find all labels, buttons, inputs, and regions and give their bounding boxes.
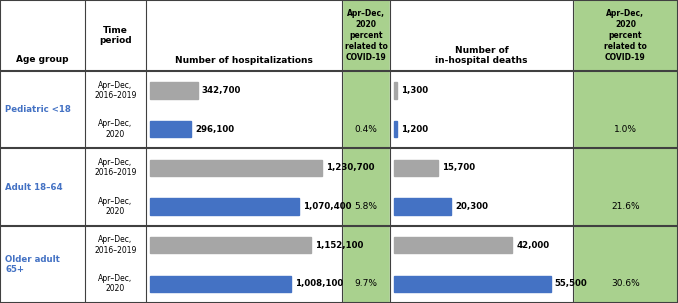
Bar bbox=[394, 121, 397, 137]
Bar bbox=[390, 0, 573, 303]
Bar bbox=[150, 160, 321, 176]
Text: Older adult
65+: Older adult 65+ bbox=[5, 255, 60, 274]
Text: 9.7%: 9.7% bbox=[355, 279, 378, 288]
Bar bbox=[150, 198, 299, 215]
Bar bbox=[394, 198, 451, 215]
Text: Apr–Dec,
2020
percent
related to
COVID-19: Apr–Dec, 2020 percent related to COVID-1… bbox=[344, 9, 388, 62]
Text: 20,300: 20,300 bbox=[455, 202, 488, 211]
Text: 1,008,100: 1,008,100 bbox=[295, 279, 343, 288]
Bar bbox=[394, 160, 438, 176]
Text: Apr–Dec,
2016–2019: Apr–Dec, 2016–2019 bbox=[94, 81, 136, 100]
Bar bbox=[573, 0, 678, 303]
Text: Number of
in-hospital deaths: Number of in-hospital deaths bbox=[435, 46, 527, 65]
Text: 1,200: 1,200 bbox=[401, 125, 428, 134]
Text: Apr–Dec,
2020: Apr–Dec, 2020 bbox=[98, 197, 132, 216]
Bar bbox=[150, 237, 311, 253]
Text: 296,100: 296,100 bbox=[195, 125, 235, 134]
Text: 1,300: 1,300 bbox=[401, 86, 428, 95]
Text: 15,700: 15,700 bbox=[442, 163, 475, 172]
Text: 0.4%: 0.4% bbox=[355, 125, 378, 134]
Text: 1,070,400: 1,070,400 bbox=[303, 202, 352, 211]
Text: Time
period: Time period bbox=[99, 26, 132, 45]
Text: 1.0%: 1.0% bbox=[614, 125, 637, 134]
Bar bbox=[150, 121, 191, 137]
Bar bbox=[150, 275, 291, 292]
Text: 55,500: 55,500 bbox=[555, 279, 587, 288]
Bar bbox=[342, 0, 390, 303]
Text: 21.6%: 21.6% bbox=[611, 202, 640, 211]
Text: Apr–Dec,
2016–2019: Apr–Dec, 2016–2019 bbox=[94, 235, 136, 255]
Text: Adult 18–64: Adult 18–64 bbox=[5, 183, 63, 191]
Bar bbox=[394, 82, 397, 99]
Text: 1,152,100: 1,152,100 bbox=[315, 241, 363, 250]
Text: Number of hospitalizations: Number of hospitalizations bbox=[175, 56, 313, 65]
Text: 42,000: 42,000 bbox=[517, 241, 550, 250]
Text: 342,700: 342,700 bbox=[202, 86, 241, 95]
Text: Pediatric <18: Pediatric <18 bbox=[5, 105, 71, 114]
Text: Apr–Dec,
2020: Apr–Dec, 2020 bbox=[98, 274, 132, 293]
Text: Apr–Dec,
2020: Apr–Dec, 2020 bbox=[98, 119, 132, 139]
Text: Age group: Age group bbox=[16, 55, 68, 64]
Bar bbox=[150, 82, 198, 99]
Text: Apr–Dec,
2020
percent
related to
COVID-19: Apr–Dec, 2020 percent related to COVID-1… bbox=[604, 9, 647, 62]
Bar bbox=[0, 0, 342, 303]
Text: 1,230,700: 1,230,700 bbox=[325, 163, 374, 172]
Bar bbox=[394, 275, 551, 292]
Text: 5.8%: 5.8% bbox=[355, 202, 378, 211]
Text: 30.6%: 30.6% bbox=[611, 279, 640, 288]
Bar bbox=[394, 237, 513, 253]
Text: Apr–Dec,
2016–2019: Apr–Dec, 2016–2019 bbox=[94, 158, 136, 178]
